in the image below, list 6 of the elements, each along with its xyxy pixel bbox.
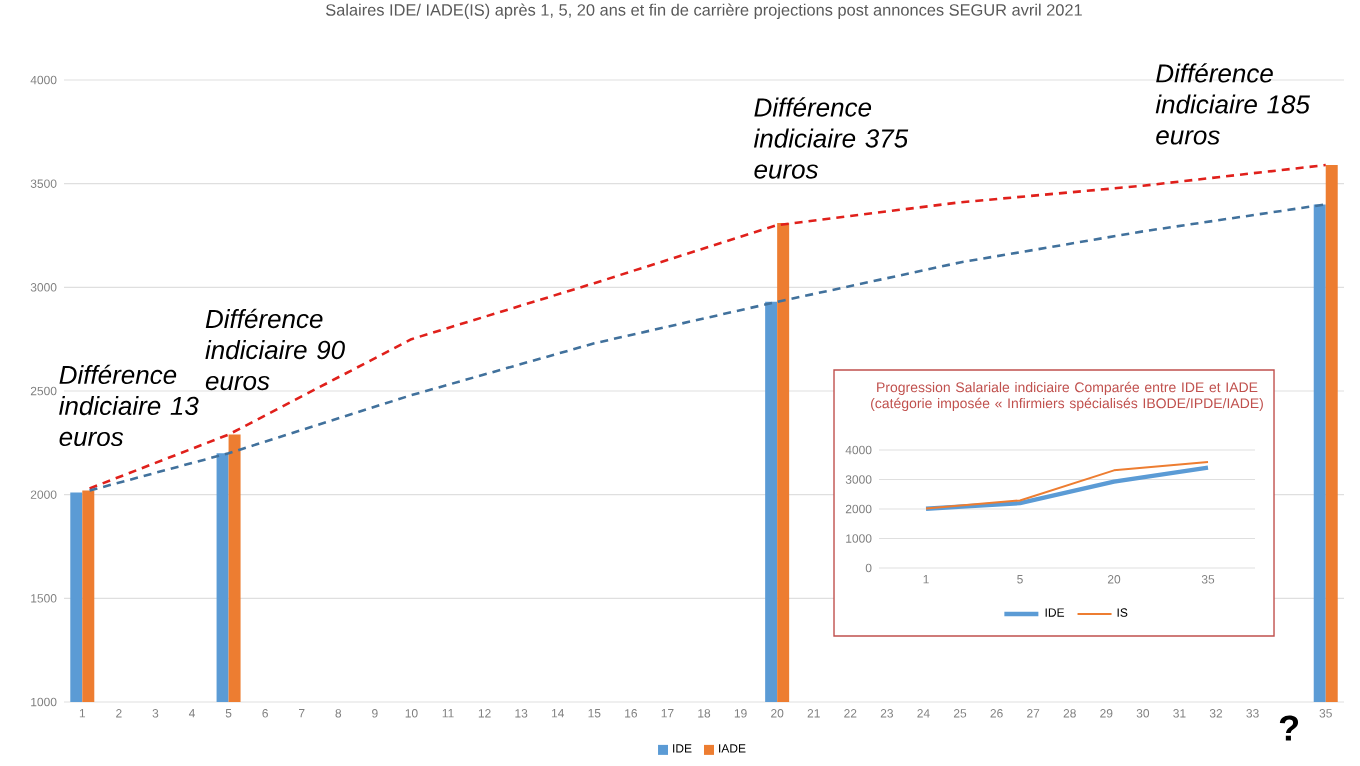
annotation: Différence indiciaire 13 euros [59, 364, 199, 447]
chart-title: Salaires IDE/ IADE(IS) après 1, 5, 20 ans et fin de carrière projections post annonces SEGUR avril 2021 [326, 3, 1082, 20]
annotation: Différence indiciaire 185 euros [1155, 63, 1310, 145]
annotation: Différence indiciaire 90 euros [205, 308, 345, 391]
text: ? [1279, 715, 1299, 741]
annotation: Différence indiciaire 375 euros [753, 97, 909, 179]
